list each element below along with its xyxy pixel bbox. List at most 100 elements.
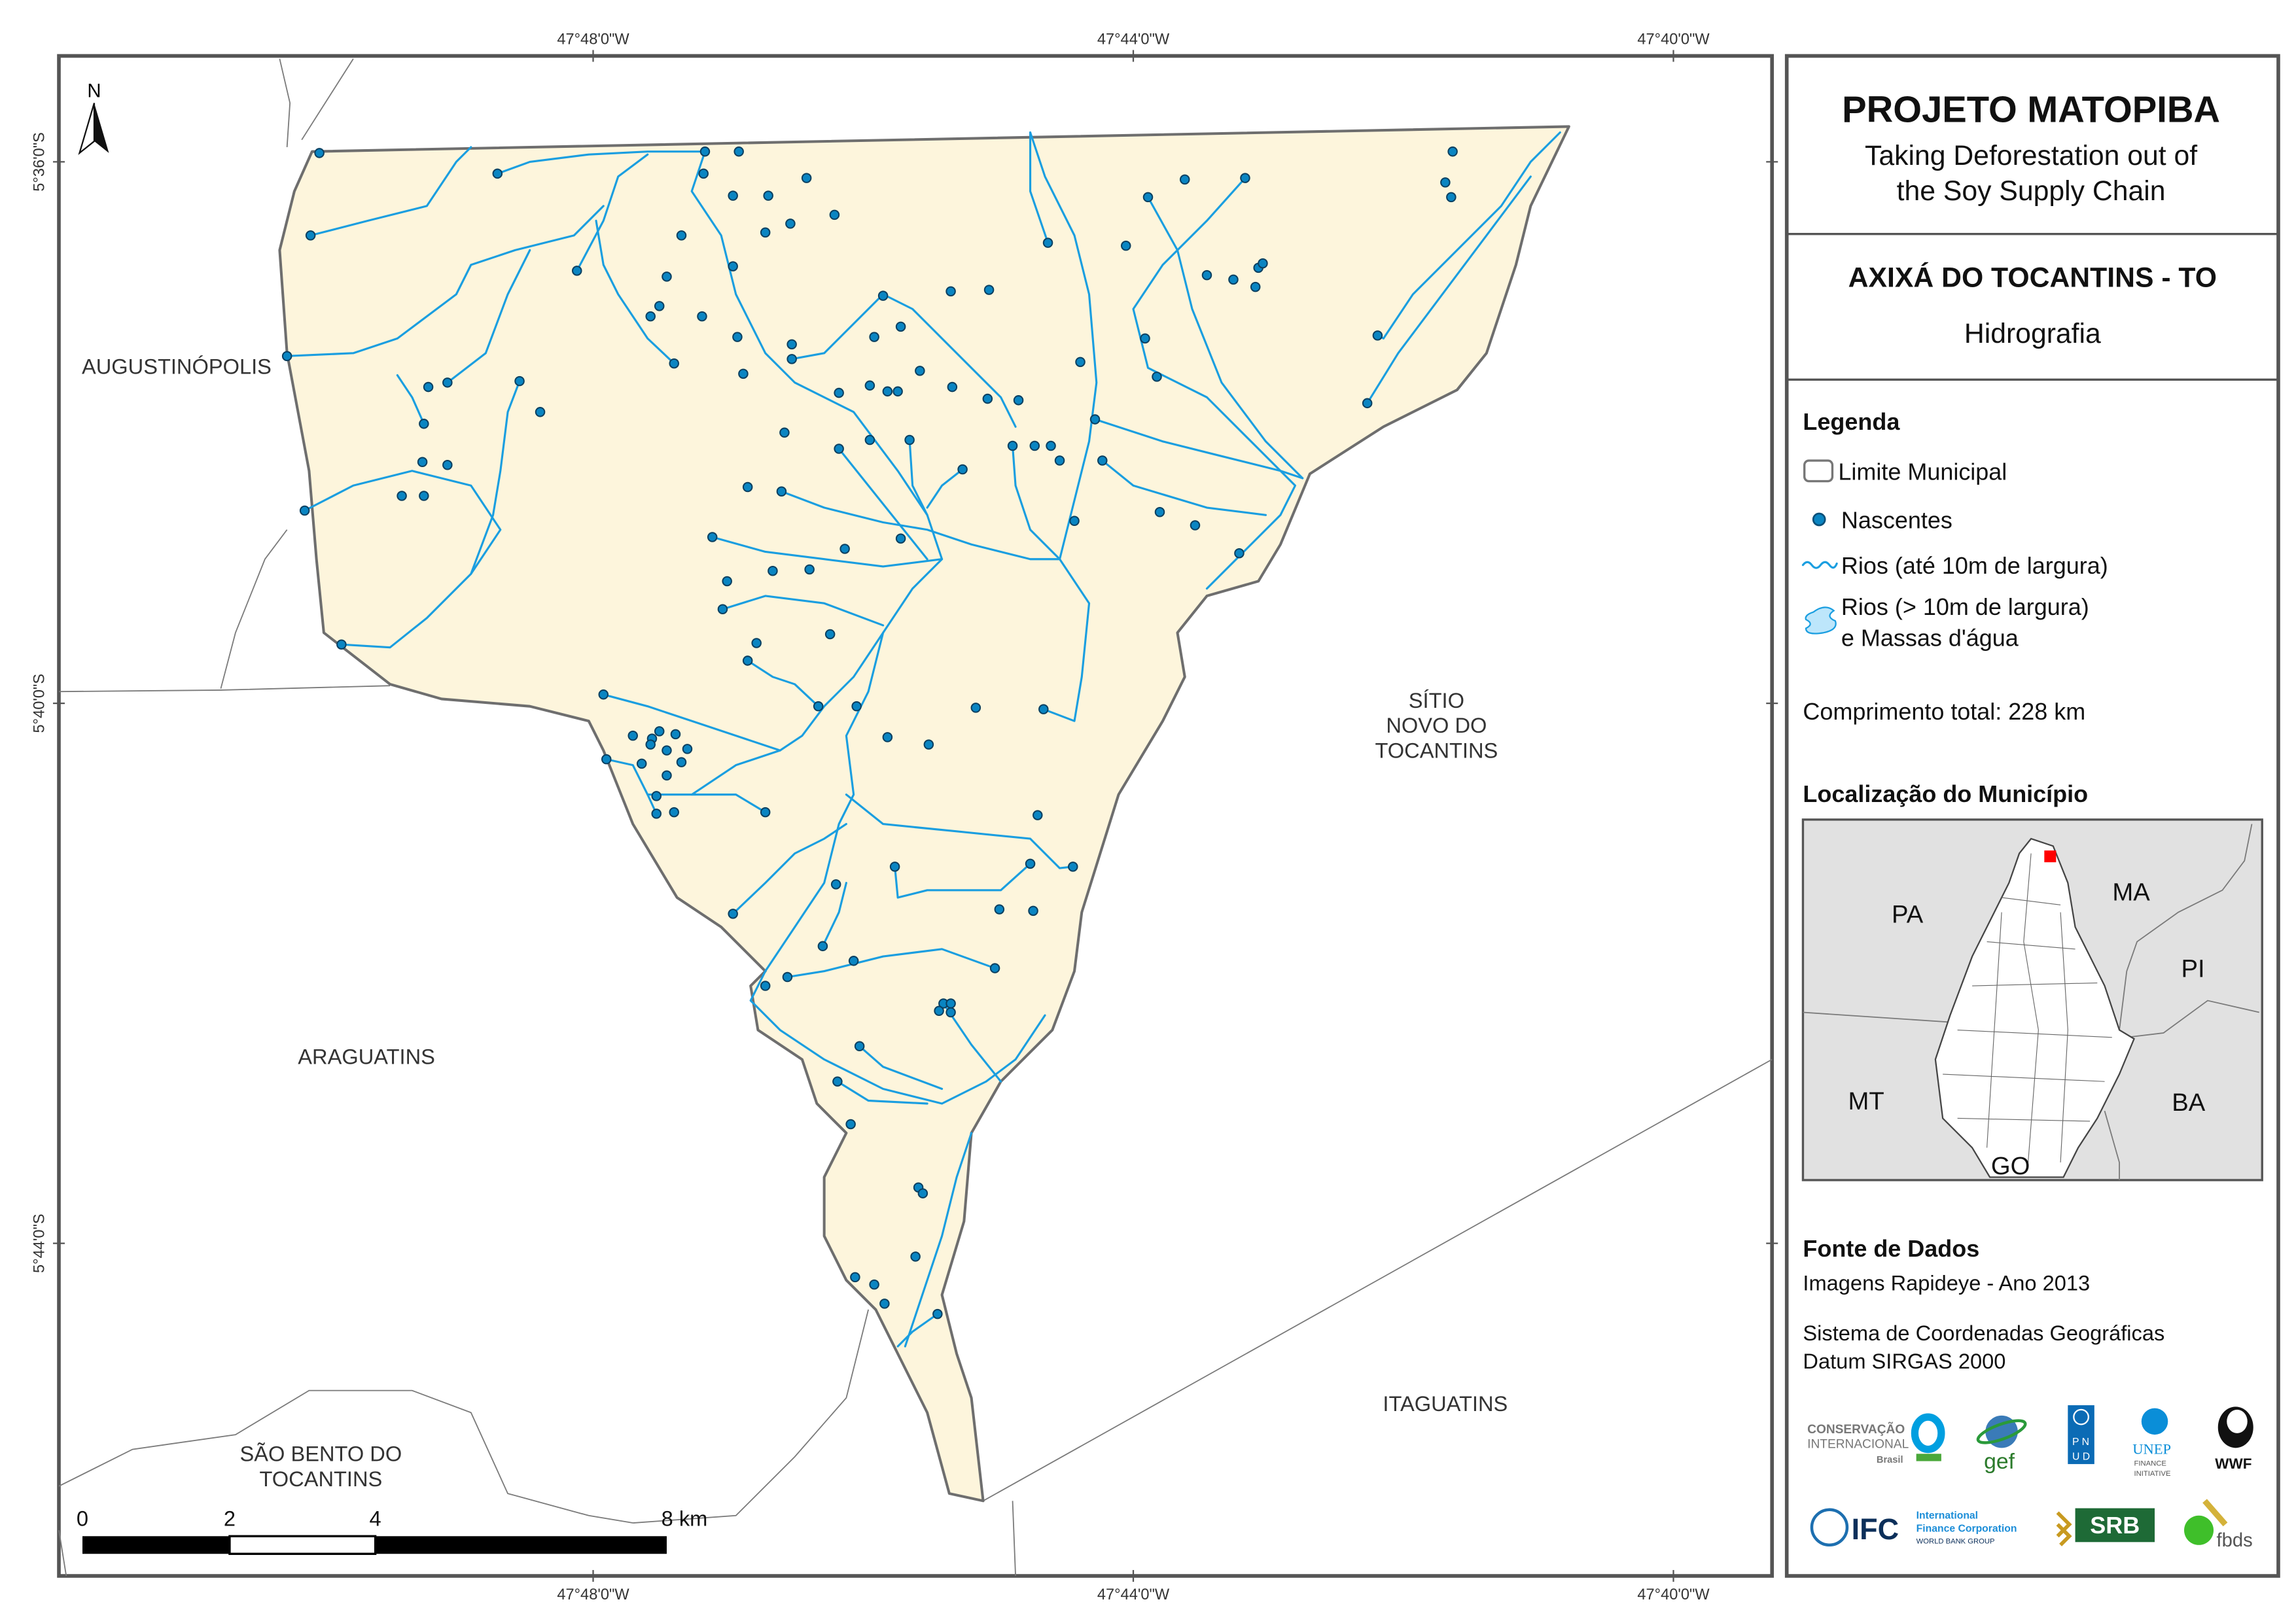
spring-point [728,190,738,201]
spring-point [1028,905,1038,916]
river-line [309,146,472,237]
spring-point [845,1119,856,1130]
svg-text:WORLD BANK GROUP: WORLD BANK GROUP [1916,1538,1995,1546]
spring-point [945,1007,956,1018]
map-frame: N AUGUSTINÓPOLIS SÍTIO NOVO DO TOCANTINS… [57,54,1775,1578]
spring-point [733,146,744,157]
project-title: PROJETO MATOPIBA [1842,89,2220,130]
spring-point [763,190,773,201]
spring-point [829,209,840,220]
lon-label: 47°48'0"W [557,1586,629,1603]
spring-point [864,380,875,391]
spring-point [751,638,762,648]
spring-point [742,481,753,493]
wwf-logo: WWF [2215,1406,2253,1472]
river-line [1366,175,1532,404]
spring-point [572,266,582,276]
spring-point [851,701,862,712]
lat-label: 5°36'0"S [31,132,48,192]
municipal-limit-swatch [1803,459,1834,483]
spring-point [281,351,292,362]
river-line [780,490,1061,561]
river-line [1029,131,1098,722]
river-line [1146,196,1304,480]
spring-point [864,434,875,445]
spring-point [699,146,711,157]
spring-point [760,227,771,238]
lon-label: 47°44'0"W [1097,31,1170,48]
unep-fi-logo: UNEP FINANCE INITIATIVE [2132,1408,2171,1478]
spring-point [1258,258,1268,269]
river-line [1132,177,1297,590]
spring-point [923,739,934,750]
spring-point [1025,858,1036,869]
river-line [496,150,707,175]
state-label: PI [2181,955,2204,983]
map-theme: Hidrografia [1964,318,2101,349]
river-line [845,794,1074,869]
scale-bar: 0 2 4 8 km [77,1507,707,1555]
spring-point [707,532,718,542]
river-line [1093,418,1304,480]
spring-point [1152,372,1162,382]
graticule-labels: 47°48'0"W 47°44'0"W 47°40'0"W 47°48'0"W … [31,31,1778,1603]
spring-point [662,770,672,781]
svg-text:gef: gef [1984,1449,2015,1474]
spring-point [598,689,609,700]
river-line [838,447,928,561]
spring-point [1038,704,1049,714]
location-title: Localização do Município [1803,780,2088,807]
spring-point [830,879,841,890]
river-line [896,1313,939,1348]
svg-text:International: International [1916,1510,1978,1521]
state-label: PA [1892,900,1924,928]
river-line [732,823,847,915]
river-line [836,1080,928,1105]
spring-point [1240,173,1250,183]
spring-point [682,744,693,754]
state-label: GO [1991,1152,2030,1180]
river-line [711,536,944,568]
lon-label: 47°40'0"W [1637,1586,1710,1603]
legend-item: Rios (> 10m de largura) [1841,593,2089,620]
legend-item: e Massas d'água [1841,624,2019,651]
spring-point [535,407,546,417]
place-sitio-novo: SÍTIO [1409,688,1464,712]
spring-point [314,148,325,158]
spring-point [1440,177,1451,188]
spring-point [1362,398,1373,409]
spring-point [1013,395,1024,406]
spring-point [895,321,906,332]
river-line [690,794,767,814]
spring-point [776,486,787,497]
spring-point [917,1188,928,1198]
scale-label: 4 [370,1507,381,1531]
north-arrow-icon [94,103,109,153]
spring-point [601,754,612,765]
svg-text:FINANCE: FINANCE [2134,1459,2167,1467]
river-line [926,468,964,509]
rivers-layer [286,131,1561,1348]
legend-item: Limite Municipal [1838,458,2007,485]
municipality-name: AXIXÁ DO TOCANTINS - TO [1848,262,2217,294]
river-line [721,595,885,627]
conservacao-internacional-logo: CONSERVAÇÃO INTERNACIONAL Brasil [1807,1413,1945,1465]
place-sitio-novo: NOVO DO [1386,713,1487,737]
spring-point [832,1076,843,1087]
spring-point [669,358,679,369]
large-river-swatch-icon [1805,606,1837,635]
fbds-logo: fbds [2184,1499,2253,1551]
legend-item: Nascentes [1841,507,1952,534]
spring-point [834,444,844,454]
spring-point [1069,515,1080,527]
svg-text:WWF: WWF [2215,1456,2252,1472]
gef-logo: gef [1976,1415,2027,1474]
spring-point [1190,520,1201,531]
spring-point [442,377,453,388]
spring-point [983,285,995,295]
spring-point [1372,330,1383,341]
spring-point [419,419,429,429]
spring-point [889,862,900,872]
river-line [1376,131,1561,340]
spring-swatch-icon [1812,512,1826,527]
